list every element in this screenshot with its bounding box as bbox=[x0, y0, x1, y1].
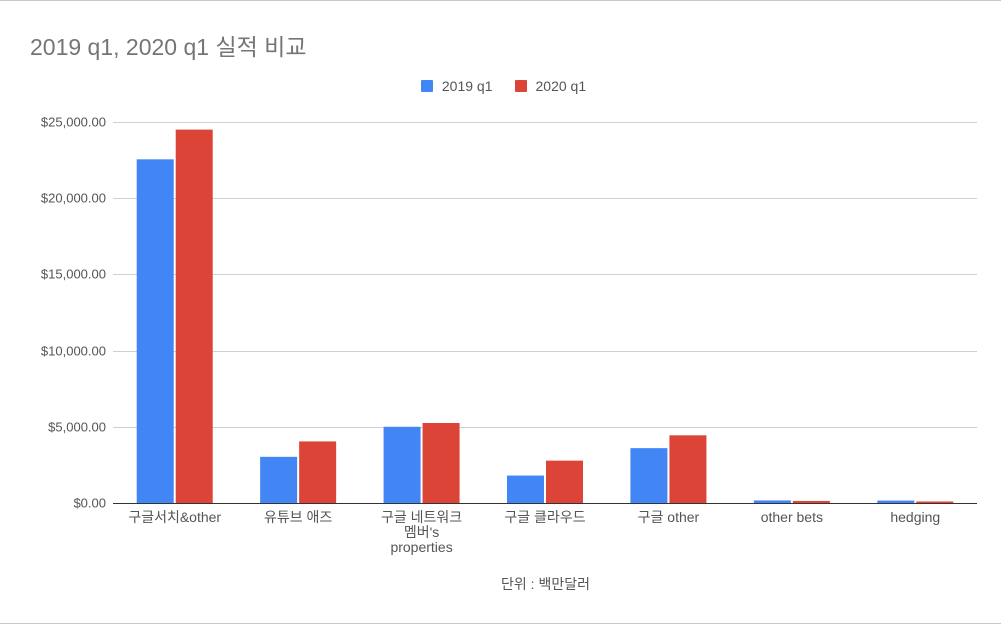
legend: 2019 q1 2020 q1 bbox=[0, 76, 1001, 96]
y-tick-label: $20,000.00 bbox=[41, 191, 106, 206]
legend-label-2019-q1: 2019 q1 bbox=[441, 78, 493, 94]
bar-2019-q1[interactable] bbox=[877, 500, 915, 503]
legend-swatch-2019-q1 bbox=[420, 80, 433, 92]
y-tick-label: $5,000.00 bbox=[48, 420, 106, 435]
bar-2019-q1[interactable] bbox=[383, 426, 421, 503]
bar-2020-q1[interactable] bbox=[299, 441, 337, 503]
y-tick-label: $0.00 bbox=[73, 496, 106, 511]
bar-2020-q1[interactable] bbox=[916, 501, 954, 503]
bar-2019-q1[interactable] bbox=[260, 456, 298, 503]
legend-entry-2019-q1[interactable]: 2019 q1 bbox=[420, 78, 493, 94]
bar-2019-q1[interactable] bbox=[630, 448, 668, 503]
legend-entry-2020-q1[interactable]: 2020 q1 bbox=[514, 78, 587, 94]
y-tick-label: $15,000.00 bbox=[41, 267, 106, 282]
gridlines bbox=[113, 122, 977, 428]
tick-labels: $0.00 $5,000.00 $10,000.00 $15,000.00 $20,00… bbox=[41, 115, 940, 556]
frame-top-border bbox=[0, 0, 1001, 1]
chart-title: 2019 q1, 2020 q1 실적 비교 bbox=[30, 34, 307, 60]
legend-swatch-2020-q1 bbox=[514, 80, 527, 92]
x-axis-title: 단위 : 백만달러 bbox=[501, 576, 590, 592]
bar-2020-q1[interactable] bbox=[546, 460, 583, 503]
bar-2020-q1[interactable] bbox=[792, 500, 830, 503]
x-tick-label: hedging bbox=[890, 509, 940, 525]
frame-bottom-border bbox=[0, 623, 1001, 624]
x-tick-label: 구글 클라우드 bbox=[504, 509, 585, 525]
x-tick-label: other bets bbox=[761, 509, 823, 525]
bar-2020-q1[interactable] bbox=[669, 435, 707, 503]
y-tick-label: $10,000.00 bbox=[41, 344, 106, 359]
x-tick-label: 구글 other bbox=[638, 509, 700, 525]
bar-2019-q1[interactable] bbox=[507, 475, 544, 503]
bars bbox=[136, 129, 954, 503]
x-tick-label: 구글서치&other bbox=[128, 509, 221, 525]
bar-2020-q1[interactable] bbox=[175, 129, 213, 503]
legend-label-2020-q1: 2020 q1 bbox=[535, 78, 587, 94]
bar-2019-q1[interactable] bbox=[753, 500, 791, 503]
x-tick-label: 유튜브 애즈 bbox=[264, 509, 332, 525]
x-tick-label: 구글 네트워크 멤버's properties bbox=[381, 509, 462, 555]
y-tick-label: $25,000.00 bbox=[41, 115, 106, 130]
bar-2020-q1[interactable] bbox=[422, 422, 460, 503]
bar-2019-q1[interactable] bbox=[136, 159, 174, 503]
